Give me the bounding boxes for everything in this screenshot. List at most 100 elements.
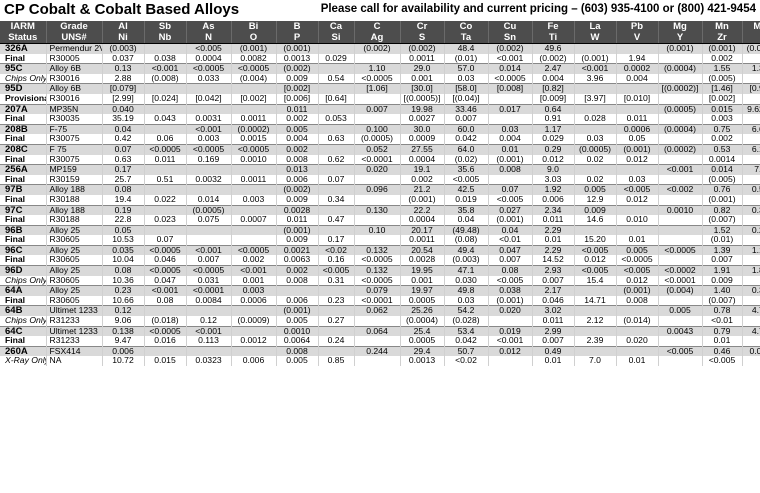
element-value: 0.0323 [185,356,231,366]
element-value: 1.40 [701,285,742,296]
element-value [317,325,354,337]
element-value: 3.02 [531,305,574,317]
element-value [317,143,354,155]
element-value: 0.015 [701,103,742,115]
column-subheader: N [185,32,231,44]
element-value: (0.0004) [657,63,702,74]
element-value: 1.39 [701,244,742,256]
element-value [657,235,702,246]
element-value: 2.99 [531,325,574,337]
element-value: 0.029 [531,134,574,145]
element-value: 0.014 [487,63,532,74]
table-row: Chips Only R31233 9.06 (0.018) 0.12 (0.0009) 0… [0,316,760,327]
uns-number: R30016 [45,93,102,105]
element-value: (0.001) [399,194,444,205]
element-value [741,134,760,145]
element-value: (0.001) [573,53,616,64]
element-value [657,356,702,366]
element-value: 10.04 [101,255,144,266]
element-value: 0.011 [143,154,186,165]
element-value [573,103,616,115]
element-value: 0.04 [443,215,488,226]
table-row: X-Ray Only NA 10.72 0.015 0.0323 0.006 0.005 0.… [0,356,760,366]
element-value: 0.31 [317,275,354,286]
element-value: 0.0084 [185,295,231,306]
element-value: 0.030 [443,275,488,286]
column-subheader: Status [0,32,46,44]
element-value [317,184,354,195]
element-value: (0.007) [701,295,742,306]
iarm-id: 256A [0,164,46,175]
status-label: Final [0,194,46,205]
element-value: 47.1 [443,265,488,276]
element-value: 42.5 [443,184,488,195]
element-value [143,204,186,216]
element-value: 0.0028 [399,255,444,266]
element-value: 0.046 [531,295,574,306]
table-row: 64B Ultimet 1233 0.12 (0.001) 0.062 25.26 54.2… [0,305,760,317]
element-value: (0.01) [443,53,488,64]
element-value: 0.002 [399,174,444,185]
grade-name: Ultimet 1233 [45,325,102,337]
iarm-id: 97C [0,204,46,216]
uns-number: R30005 [45,53,102,64]
uns-number: R31233 [45,336,102,347]
grade-name: Alloy 188 [45,204,102,216]
element-value: 1.17 [531,123,574,135]
element-value: (0.004) [657,285,702,296]
element-value: 30.0 [399,123,444,135]
element-value: 0.014 [185,194,231,205]
element-value: 0.03 [443,73,488,84]
iarm-id: 326A [0,42,46,54]
element-value [741,114,760,125]
element-value: 35.8 [443,204,488,216]
element-value: 0.75 [701,123,742,135]
column-header: Pb [615,21,658,32]
element-value [657,114,702,125]
element-value: (0.007) [701,215,742,226]
element-value: (0.003) [101,42,144,54]
element-value: 0.038 [487,285,532,296]
element-value: 2.39 [573,336,616,347]
status-label: Final [0,174,46,185]
element-value [615,83,658,94]
element-value: 0.82 [701,204,742,216]
element-value: 15.20 [573,235,616,246]
uns-number: R30075 [45,154,102,165]
element-value: 0.08 [101,265,144,276]
element-value: 6.63 [741,123,760,135]
element-value: 0.007 [353,103,400,115]
element-value: 10.53 [101,235,144,246]
element-value [143,305,186,317]
element-value: <0.0001 [353,154,400,165]
element-value [741,255,760,266]
column-header: Mo [741,21,760,32]
element-value [657,73,702,84]
table-row: 96D Alloy 25 0.08 <0.0005 <0.0005 <0.001 0.002… [0,265,760,276]
element-value: 0.008 [275,345,318,357]
element-value [353,316,400,327]
element-value: 0.01 [531,356,574,366]
element-value: 0.006 [275,174,318,185]
iarm-id: 64A [0,285,46,296]
element-value: (0.002) [487,42,532,54]
element-value: 0.010 [615,215,658,226]
grade-name: MP35N [45,103,102,115]
element-value: 0.004 [615,73,658,84]
status-label: Final [0,336,46,347]
element-value: 0.052 [353,143,400,155]
element-value [143,164,186,175]
element-value [230,305,276,317]
element-value: 0.36 [741,204,760,216]
element-value [185,184,231,195]
uns-number: R30159 [45,174,102,185]
element-value [317,345,354,357]
element-value [353,114,400,125]
column-header: Fe [531,21,574,32]
table-row: 64C Ultimet 1233 0.138 <0.0005 <0.001 0.0010 0… [0,325,760,337]
element-value: 0.035 [101,244,144,256]
element-value: (0.028) [443,316,488,327]
element-value: 0.0012 [230,336,276,347]
element-value: 0.0043 [657,325,702,337]
element-value [657,174,702,185]
